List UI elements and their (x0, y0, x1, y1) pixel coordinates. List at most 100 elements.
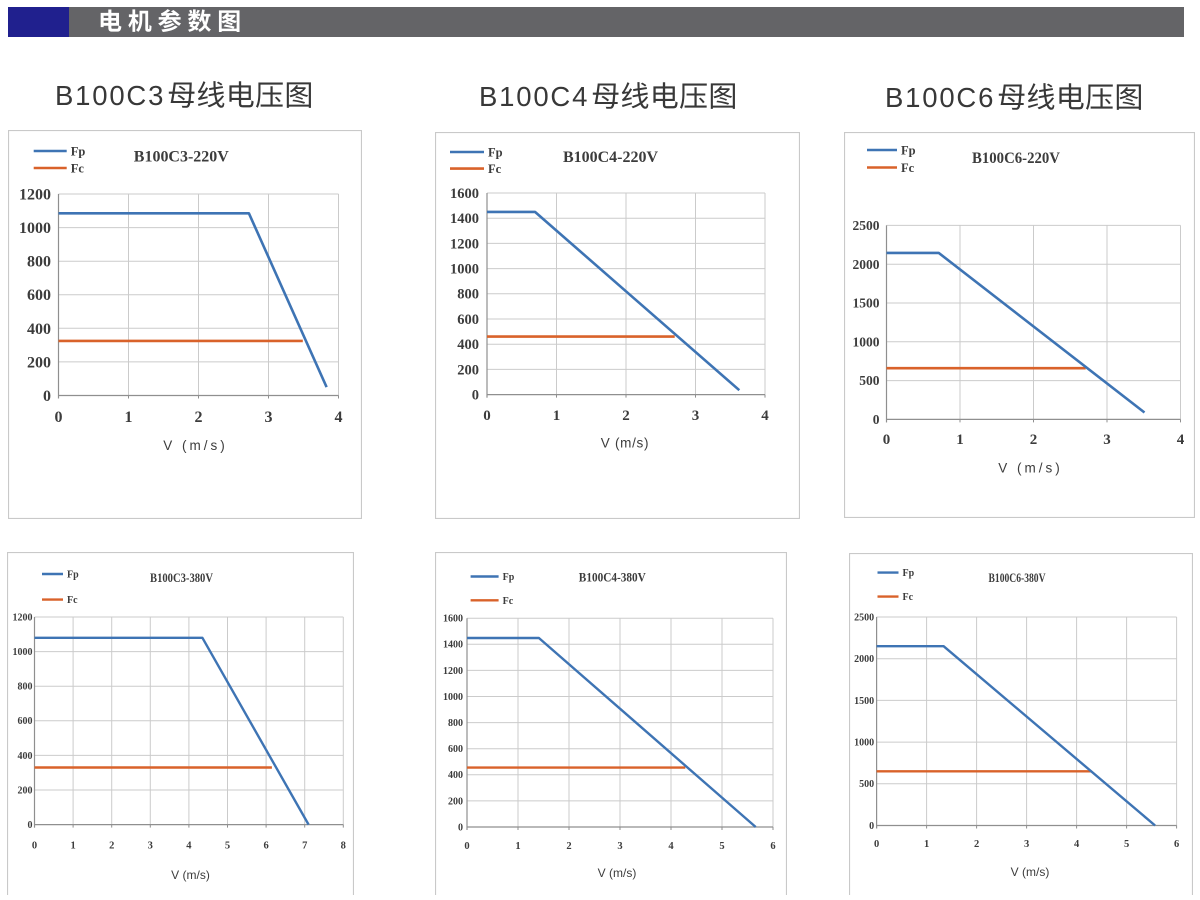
svg-text:Fp: Fp (488, 146, 503, 160)
svg-text:1000: 1000 (450, 262, 479, 278)
svg-text:0: 0 (28, 820, 33, 831)
svg-text:3: 3 (617, 841, 622, 852)
svg-text:Fp: Fp (903, 568, 915, 579)
svg-text:B100C6: B100C6 (885, 82, 995, 113)
svg-text:B100C6-380V: B100C6-380V (989, 571, 1046, 585)
svg-text:800: 800 (18, 682, 33, 693)
svg-text:2000: 2000 (853, 257, 880, 272)
svg-text:4: 4 (186, 841, 192, 852)
svg-text:200: 200 (18, 785, 33, 796)
svg-text:1000: 1000 (854, 738, 874, 749)
svg-text:5: 5 (225, 841, 230, 852)
svg-text:800: 800 (448, 718, 463, 729)
svg-text:1200: 1200 (443, 666, 463, 677)
svg-text:0: 0 (32, 841, 37, 852)
svg-text:500: 500 (859, 779, 874, 790)
svg-text:2: 2 (566, 841, 571, 852)
svg-text:0: 0 (464, 841, 469, 852)
svg-text:400: 400 (457, 337, 479, 353)
svg-text:1400: 1400 (450, 211, 479, 227)
svg-text:400: 400 (448, 770, 463, 781)
svg-text:3: 3 (148, 841, 153, 852)
svg-text:600: 600 (457, 312, 479, 328)
svg-text:400: 400 (18, 751, 33, 762)
svg-text:V (m/s): V (m/s) (998, 461, 1063, 476)
svg-text:2000: 2000 (854, 654, 874, 665)
svg-text:7: 7 (302, 841, 307, 852)
svg-text:Fc: Fc (67, 595, 78, 606)
svg-text:1000: 1000 (13, 647, 33, 658)
svg-text:6: 6 (770, 841, 775, 852)
svg-text:1: 1 (924, 839, 929, 850)
svg-text:3: 3 (265, 409, 273, 426)
svg-text:1200: 1200 (13, 612, 33, 623)
svg-text:0: 0 (472, 388, 479, 404)
svg-text:1500: 1500 (853, 296, 880, 311)
svg-text:V (m/s): V (m/s) (601, 436, 649, 451)
svg-text:0: 0 (43, 388, 51, 405)
svg-text:1500: 1500 (854, 696, 874, 707)
svg-text:3: 3 (692, 408, 700, 424)
svg-text:1: 1 (515, 841, 520, 852)
svg-text:V (m/s): V (m/s) (1011, 865, 1050, 879)
svg-text:B100C3-380V: B100C3-380V (150, 571, 213, 585)
svg-text:2: 2 (974, 839, 979, 850)
svg-text:5: 5 (719, 841, 724, 852)
svg-text:3: 3 (1103, 432, 1111, 448)
svg-text:600: 600 (18, 716, 33, 727)
svg-text:1000: 1000 (19, 220, 51, 237)
svg-text:1000: 1000 (853, 334, 880, 349)
svg-text:1600: 1600 (443, 614, 463, 625)
svg-text:V (m/s): V (m/s) (598, 866, 637, 880)
svg-text:2: 2 (622, 408, 630, 424)
svg-text:4: 4 (335, 409, 343, 426)
svg-text:0: 0 (873, 412, 880, 427)
svg-text:1000: 1000 (443, 692, 463, 703)
svg-text:4: 4 (761, 408, 769, 424)
svg-text:3: 3 (1024, 839, 1029, 850)
svg-text:1: 1 (70, 841, 75, 852)
svg-text:V (m/s): V (m/s) (171, 868, 210, 882)
svg-text:600: 600 (448, 744, 463, 755)
svg-text:B100C4-380V: B100C4-380V (579, 571, 646, 585)
svg-text:6: 6 (263, 841, 268, 852)
svg-text:0: 0 (883, 432, 891, 448)
svg-text:Fp: Fp (901, 144, 916, 158)
svg-text:Fc: Fc (903, 592, 914, 603)
svg-text:2500: 2500 (854, 612, 874, 623)
svg-text:1: 1 (956, 432, 964, 448)
svg-text:0: 0 (458, 822, 463, 833)
svg-text:1200: 1200 (19, 186, 51, 203)
svg-text:5: 5 (1124, 839, 1129, 850)
svg-text:B100C4-220V: B100C4-220V (563, 149, 658, 166)
svg-text:2: 2 (195, 409, 203, 426)
svg-text:2: 2 (1030, 432, 1038, 448)
svg-text:B100C3-220V: B100C3-220V (134, 149, 229, 166)
svg-text:B100C6-220V: B100C6-220V (972, 150, 1060, 167)
svg-text:Fc: Fc (901, 161, 915, 175)
svg-text:1: 1 (125, 409, 133, 426)
svg-text:4: 4 (668, 841, 674, 852)
svg-text:6: 6 (1174, 839, 1179, 850)
svg-text:1400: 1400 (443, 640, 463, 651)
svg-text:Fp: Fp (503, 572, 515, 583)
svg-text:4: 4 (1074, 839, 1080, 850)
svg-text:2500: 2500 (853, 218, 880, 233)
svg-text:800: 800 (27, 254, 51, 271)
svg-text:Fc: Fc (503, 596, 514, 607)
svg-text:600: 600 (27, 287, 51, 304)
svg-text:Fc: Fc (488, 162, 502, 176)
svg-text:200: 200 (27, 354, 51, 371)
svg-text:Fp: Fp (67, 570, 79, 581)
svg-text:0: 0 (55, 409, 63, 426)
svg-text:1600: 1600 (450, 186, 479, 202)
svg-text:4: 4 (1177, 432, 1185, 448)
svg-text:400: 400 (27, 321, 51, 338)
svg-text:8: 8 (341, 841, 346, 852)
svg-text:1: 1 (553, 408, 561, 424)
svg-text:2: 2 (109, 841, 114, 852)
svg-text:200: 200 (457, 362, 479, 378)
svg-text:V (m/s): V (m/s) (163, 438, 228, 453)
svg-text:B100C4: B100C4 (479, 81, 589, 112)
svg-text:0: 0 (483, 408, 491, 424)
